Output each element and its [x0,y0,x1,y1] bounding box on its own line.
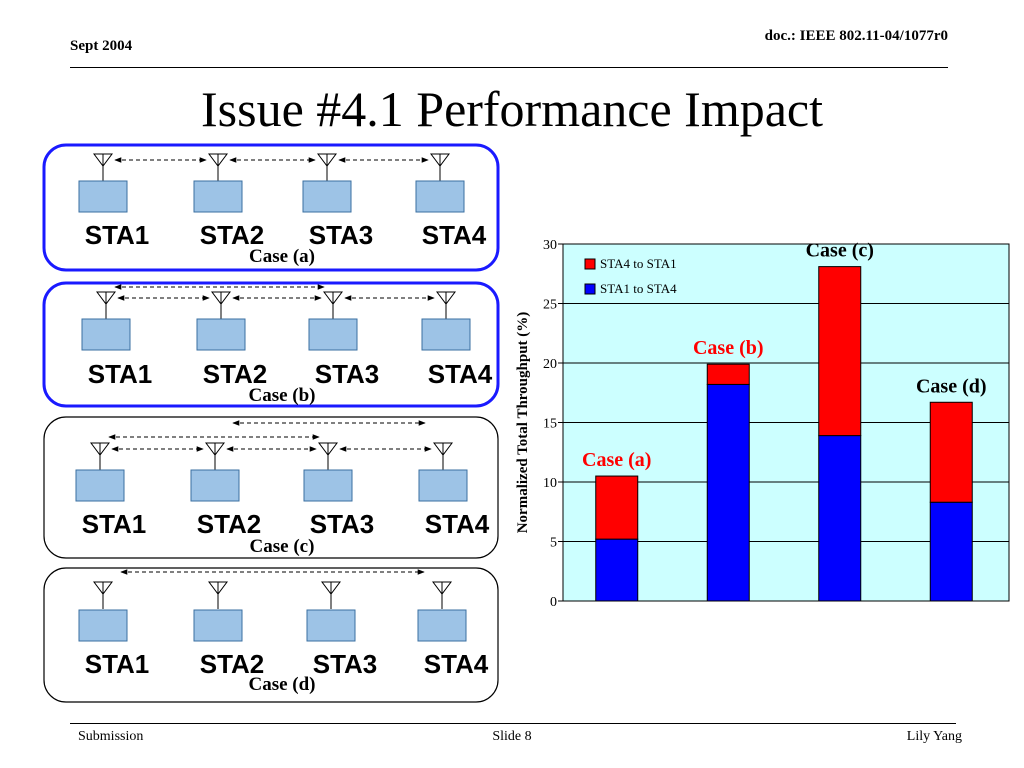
bar-category-label: Case (c) [806,240,874,262]
station-label: STA3 [315,359,380,389]
y-tick-label: 25 [543,298,557,313]
station-device [303,469,353,502]
station-label: STA4 [428,359,493,389]
footer-rule [70,723,956,724]
station-device [417,609,467,642]
bar-segment [595,538,639,602]
station-label: STA1 [82,509,147,539]
bar-category-label: Case (b) [693,337,764,359]
doc-number: IEEE 802.11-04/1077r0 [799,28,948,44]
header-doc-id: doc.: IEEE 802.11-04/1077r0 [765,28,948,45]
antenna-icon [317,153,337,181]
station-device [81,318,131,351]
legend-label: STA4 to STA1 [600,256,677,271]
case-caption: Case (d) [248,674,315,695]
station-label: STA1 [85,220,150,250]
station-label: STA1 [85,649,150,679]
station-device [190,469,240,502]
bar-segment [595,475,639,540]
station-label: STA4 [422,220,487,250]
case-panel: STA1 STA2 STA3 STA4 Case (a) [42,143,500,272]
station-label: STA4 [425,509,490,539]
y-tick-label: 5 [550,536,557,551]
station-label: STA1 [88,359,153,389]
y-axis-label: Normalized Total Throughput (%) [515,312,531,534]
station-label: STA2 [203,359,268,389]
case-caption: Case (c) [250,536,315,557]
bar-segment [929,501,973,602]
station-label: STA3 [310,509,375,539]
bar-category-label: Case (a) [582,449,651,471]
y-tick-label: 30 [543,238,557,253]
station-device [306,609,356,642]
station-label: STA2 [200,649,265,679]
slide-title: Issue #4.1 Performance Impact [201,81,823,137]
legend-label: STA1 to STA4 [600,281,677,296]
antenna-icon [323,291,343,319]
footer-author: Lily Yang [906,729,962,744]
station-label: STA4 [424,649,489,679]
case-panel-border [43,567,499,703]
bar-segment [929,401,973,503]
header-date: Sept 2004 [70,38,133,54]
y-tick-label: 20 [543,357,557,372]
antenna-icon [208,581,228,609]
antenna-icon [211,291,231,319]
case-panel-border [42,143,500,272]
case-panel: STA1 STA2 STA3 STA4 Case (c) [43,416,499,559]
bar-segment [818,266,862,437]
case-caption: Case (a) [249,246,315,267]
station-device [302,180,352,213]
antenna-icon [321,581,341,609]
station-label: STA2 [200,220,265,250]
station-device [75,469,125,502]
antenna-icon [96,291,116,319]
case-panel-border [42,281,500,408]
legend-swatch [584,283,596,295]
antenna-icon [93,581,113,609]
antenna-icon [318,442,338,470]
antenna-icon [432,581,452,609]
antenna-icon [90,442,110,470]
case-panel: STA1 STA2 STA3 STA4 Case (b) [42,281,500,408]
case-panel: STA1 STA2 STA3 STA4 Case (d) [43,567,499,703]
doc-prefix: doc.: [764,28,796,44]
antenna-icon [93,153,113,181]
header-rule [70,67,948,68]
antenna-icon [205,442,225,470]
station-label: STA2 [197,509,262,539]
station-device [193,180,243,213]
footer-slide-number: Slide 8 [492,729,532,744]
bar-segment [706,383,750,602]
legend-swatch [584,258,596,270]
y-tick-label: 0 [550,595,557,610]
station-device [78,609,128,642]
y-tick-label: 10 [543,476,557,491]
antenna-icon [430,153,450,181]
antenna-icon [433,442,453,470]
bar-segment [706,363,750,385]
bar-segment [818,435,862,602]
station-device [193,609,243,642]
case-caption: Case (b) [248,385,315,406]
footer-submission: Submission [78,729,144,744]
antenna-icon [436,291,456,319]
station-label: STA3 [309,220,374,250]
station-device [421,318,471,351]
station-device [418,469,468,502]
station-label: STA3 [313,649,378,679]
chart: 0 5 10 15 20 25 30 Normalized Total Throughput … [515,238,1010,610]
y-tick-label: 15 [543,417,557,432]
station-device [78,180,128,213]
case-panel-border [43,416,499,559]
antenna-icon [208,153,228,181]
station-device [196,318,246,351]
station-device [308,318,358,351]
station-device [415,180,465,213]
bar-category-label: Case (d) [916,375,987,397]
